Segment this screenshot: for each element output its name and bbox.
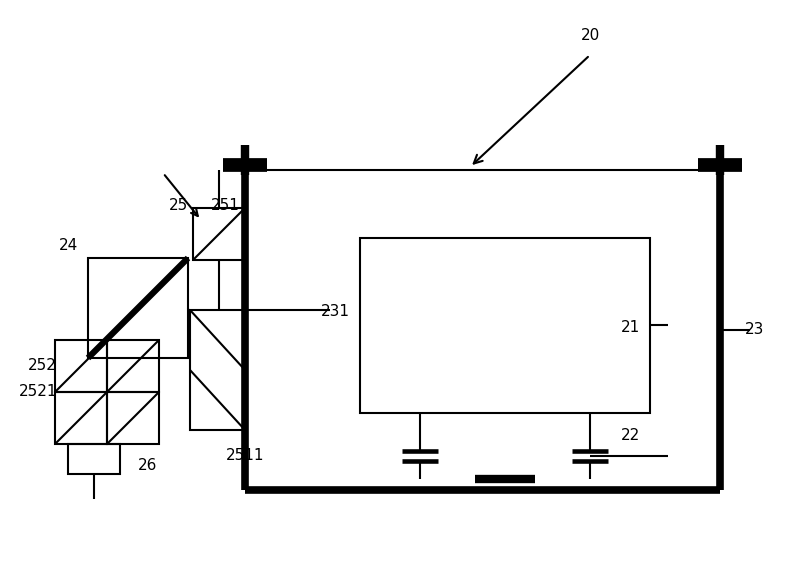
Bar (88, 258, 188, 358)
Text: 251: 251 (210, 197, 239, 212)
Text: 2521: 2521 (18, 384, 58, 400)
Text: 2511: 2511 (226, 447, 264, 463)
Text: 26: 26 (138, 457, 158, 473)
Text: 231: 231 (321, 305, 350, 320)
Text: 25: 25 (168, 197, 188, 212)
Bar (190, 310, 245, 430)
Text: 252: 252 (27, 357, 57, 373)
Text: 21: 21 (620, 320, 640, 336)
Bar (55, 340, 107, 392)
Bar (360, 238, 650, 413)
Bar (107, 340, 159, 392)
Text: 23: 23 (746, 323, 765, 338)
Text: 24: 24 (58, 238, 78, 252)
Text: 22: 22 (620, 428, 640, 442)
Bar (107, 392, 159, 444)
Bar (55, 392, 107, 444)
Bar (68, 444, 120, 474)
Bar (193, 208, 245, 260)
Text: 20: 20 (580, 28, 600, 43)
